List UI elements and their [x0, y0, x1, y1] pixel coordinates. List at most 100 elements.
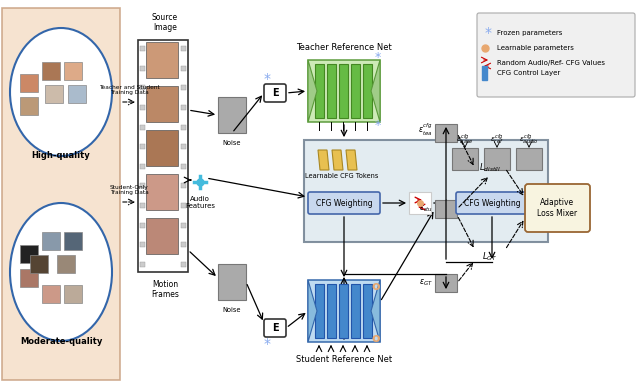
Bar: [45, 85, 63, 103]
Text: *: *: [375, 51, 381, 64]
Bar: [140, 223, 145, 228]
Text: *: *: [485, 26, 492, 40]
Bar: [181, 66, 186, 71]
Bar: [140, 262, 145, 267]
Text: Student-Only
Training Data: Student-Only Training Data: [109, 184, 148, 195]
Bar: [30, 255, 48, 273]
Bar: [409, 192, 431, 214]
Ellipse shape: [10, 203, 112, 341]
Bar: [42, 62, 60, 80]
Polygon shape: [332, 150, 343, 170]
Bar: [140, 124, 145, 129]
Bar: [181, 203, 186, 208]
Bar: [140, 66, 145, 71]
Polygon shape: [308, 60, 317, 122]
Bar: [435, 200, 457, 218]
Text: Motion
Frames: Motion Frames: [151, 280, 179, 300]
Bar: [339, 64, 348, 118]
Bar: [363, 64, 372, 118]
Bar: [140, 46, 145, 51]
Bar: [181, 164, 186, 169]
Bar: [146, 174, 178, 210]
Bar: [140, 105, 145, 110]
Text: $\varepsilon^{cfg}_{tea}$: $\varepsilon^{cfg}_{tea}$: [419, 122, 433, 138]
Polygon shape: [308, 280, 317, 342]
Text: Teacher and Student
Training Data: Teacher and Student Training Data: [99, 85, 159, 96]
Bar: [327, 284, 336, 338]
Text: *: *: [264, 337, 271, 351]
Bar: [42, 285, 60, 303]
Text: o: o: [372, 280, 380, 292]
Text: o: o: [372, 332, 380, 344]
Text: Learnable parameters: Learnable parameters: [497, 45, 574, 51]
Text: Random Audio/Ref- CFG Values: Random Audio/Ref- CFG Values: [497, 60, 605, 66]
Bar: [138, 40, 188, 272]
Bar: [140, 183, 145, 188]
Text: $\varepsilon^{cfg}_{ref}$: $\varepsilon^{cfg}_{ref}$: [490, 132, 504, 146]
Bar: [218, 264, 246, 300]
Bar: [351, 64, 360, 118]
Polygon shape: [318, 150, 329, 170]
Bar: [484, 148, 510, 170]
Bar: [140, 203, 145, 208]
Text: Learnable CFG Tokens: Learnable CFG Tokens: [305, 173, 379, 179]
Bar: [68, 85, 86, 103]
Bar: [363, 284, 372, 338]
Text: $\varepsilon^{cfg}_{base}$: $\varepsilon^{cfg}_{base}$: [456, 132, 474, 146]
Bar: [181, 183, 186, 188]
Bar: [218, 97, 246, 133]
Bar: [351, 284, 360, 338]
Bar: [146, 86, 178, 122]
Ellipse shape: [10, 28, 112, 156]
Bar: [181, 223, 186, 228]
Bar: [181, 242, 186, 247]
FancyBboxPatch shape: [525, 184, 590, 232]
Text: $\varepsilon_{GT}$: $\varepsilon_{GT}$: [419, 278, 433, 288]
Text: Audio
Features: Audio Features: [185, 196, 215, 209]
Bar: [140, 164, 145, 169]
Text: Frozen parameters: Frozen parameters: [497, 30, 563, 36]
Text: Moderate-quality: Moderate-quality: [20, 337, 102, 346]
Text: E: E: [272, 323, 278, 333]
Polygon shape: [371, 280, 380, 342]
Text: *: *: [264, 72, 271, 86]
Bar: [181, 124, 186, 129]
Text: Adaptive
Loss Mixer: Adaptive Loss Mixer: [537, 198, 577, 218]
Bar: [315, 64, 324, 118]
FancyBboxPatch shape: [477, 13, 635, 97]
Text: *: *: [375, 119, 381, 133]
Text: Noise: Noise: [223, 140, 241, 146]
Bar: [181, 262, 186, 267]
Text: Noise: Noise: [223, 307, 241, 313]
Bar: [20, 245, 38, 263]
Text: High-quality: High-quality: [31, 151, 90, 160]
Bar: [146, 42, 178, 78]
Text: CFG Weighting: CFG Weighting: [464, 199, 520, 207]
Bar: [146, 130, 178, 166]
Polygon shape: [371, 60, 380, 122]
Bar: [64, 285, 82, 303]
Text: CFG Weighting: CFG Weighting: [316, 199, 372, 207]
FancyBboxPatch shape: [264, 319, 286, 337]
Text: Source
Image: Source Image: [152, 12, 178, 32]
Bar: [140, 85, 145, 90]
Bar: [308, 60, 380, 122]
Text: $\varepsilon^{cfg}_{audio}$: $\varepsilon^{cfg}_{audio}$: [519, 132, 539, 146]
Text: $\varepsilon_{stu}$: $\varepsilon_{stu}$: [419, 204, 433, 214]
Bar: [64, 62, 82, 80]
Bar: [435, 124, 457, 142]
Bar: [146, 218, 178, 254]
Bar: [181, 105, 186, 110]
Bar: [482, 66, 487, 80]
Bar: [140, 144, 145, 149]
FancyBboxPatch shape: [308, 192, 380, 214]
FancyBboxPatch shape: [456, 192, 528, 214]
Text: E: E: [272, 88, 278, 98]
Bar: [64, 232, 82, 250]
Bar: [435, 274, 457, 292]
Bar: [452, 148, 478, 170]
Bar: [308, 280, 380, 342]
Polygon shape: [346, 150, 357, 170]
Bar: [315, 284, 324, 338]
Bar: [42, 232, 60, 250]
